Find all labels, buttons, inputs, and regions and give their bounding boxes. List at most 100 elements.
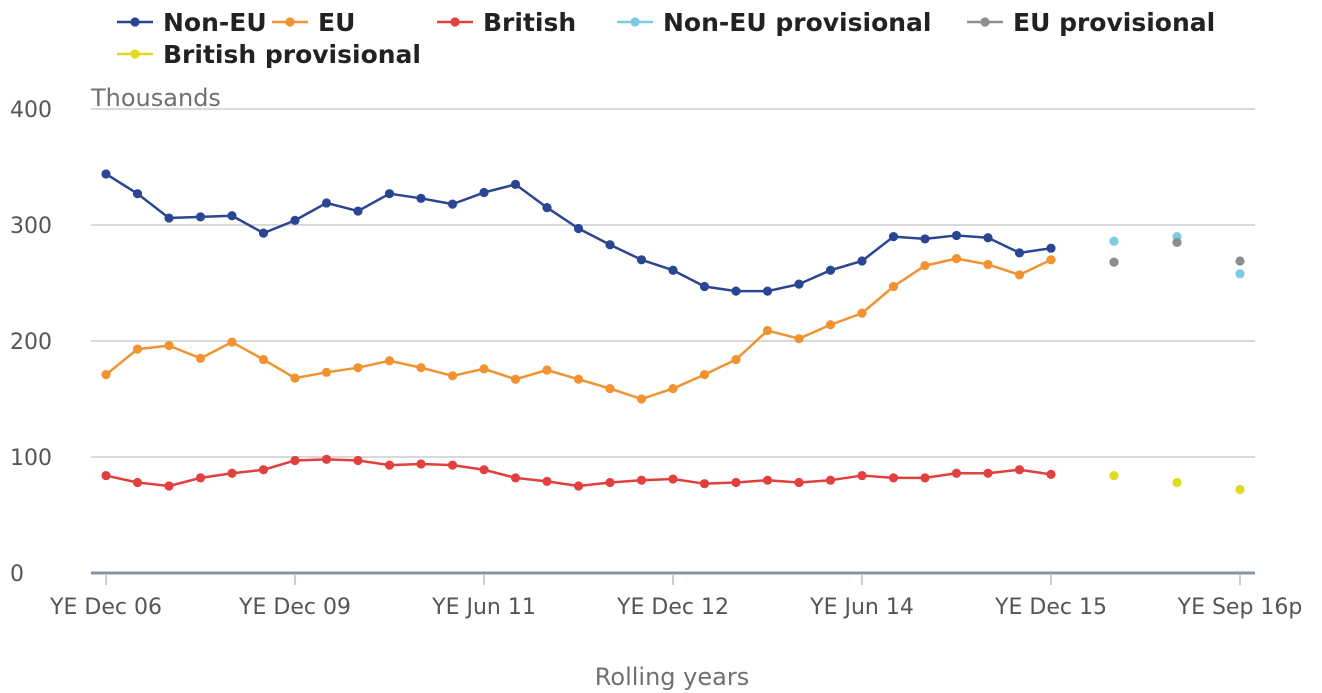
data-point (416, 459, 426, 469)
data-point (573, 374, 584, 384)
data-point (510, 473, 521, 483)
data-point (101, 370, 111, 380)
data-point (762, 475, 773, 485)
legend-item[interactable]: Non-EU (117, 8, 267, 37)
data-point (1109, 257, 1119, 267)
data-point (920, 473, 930, 483)
data-point (605, 477, 615, 488)
y-tick-label: 200 (10, 330, 52, 355)
data-point (542, 203, 552, 213)
legend-label: British (483, 8, 576, 37)
series-non-eu (101, 169, 1056, 296)
legend-label: Non-EU (163, 8, 267, 37)
data-point (1046, 243, 1056, 253)
series-eu (101, 254, 1056, 404)
data-point (321, 454, 332, 464)
data-point (132, 189, 143, 199)
legend-item[interactable]: British (437, 8, 576, 37)
y-tick-label: 0 (10, 562, 24, 587)
data-point (1014, 465, 1025, 475)
data-point (983, 468, 993, 478)
data-point (888, 281, 899, 292)
data-point (668, 265, 678, 275)
data-point (1235, 269, 1245, 279)
data-point (857, 256, 867, 266)
data-point (636, 255, 647, 265)
legend-item[interactable]: British provisional (117, 40, 421, 69)
data-point (951, 254, 962, 264)
data-point (1172, 477, 1182, 488)
data-point (605, 383, 615, 394)
data-point (857, 470, 867, 481)
data-point (825, 475, 836, 485)
data-point (416, 363, 426, 373)
data-point (825, 320, 836, 330)
legend-item[interactable]: EU (272, 8, 355, 37)
legend-marker (630, 17, 640, 27)
x-tick-label: YE Dec 06 (49, 595, 162, 620)
data-point (668, 474, 678, 484)
data-point (731, 477, 741, 488)
data-point (762, 325, 773, 336)
data-point (1014, 248, 1025, 258)
data-point (353, 363, 363, 373)
data-point (983, 233, 993, 243)
data-point (164, 341, 174, 351)
legend-marker (285, 17, 295, 27)
data-point (668, 383, 678, 394)
data-point (227, 468, 237, 478)
data-point (510, 179, 521, 189)
data-point (290, 455, 300, 466)
legend-label: Non-EU provisional (663, 8, 931, 37)
data-point (1235, 256, 1245, 266)
legend-label: EU (318, 8, 355, 37)
legend-item[interactable]: EU provisional (967, 8, 1215, 37)
data-point (1235, 484, 1245, 495)
data-point (195, 212, 206, 222)
data-point (321, 367, 332, 377)
data-point (794, 334, 804, 344)
data-point (731, 286, 741, 296)
data-point (636, 475, 647, 485)
data-point (132, 477, 143, 488)
data-point (510, 374, 521, 384)
data-point (447, 199, 458, 209)
data-point (794, 279, 804, 289)
data-point (195, 353, 206, 363)
x-axis-title: Rolling years (595, 663, 749, 691)
data-point (164, 213, 174, 223)
data-point (384, 189, 395, 199)
data-point (888, 473, 899, 483)
data-point (1046, 469, 1056, 479)
data-point (951, 468, 962, 478)
data-point (353, 455, 363, 466)
gridlines (91, 108, 1255, 458)
data-point (227, 211, 237, 221)
legend-item[interactable]: Non-EU provisional (617, 8, 931, 37)
legend-label: EU provisional (1013, 8, 1215, 37)
data-point (479, 187, 489, 198)
data-point (573, 481, 584, 491)
data-point (384, 356, 395, 366)
x-tick-label: YE Jun 14 (809, 595, 914, 620)
data-point (258, 228, 269, 238)
data-point (951, 230, 962, 241)
data-point (1014, 270, 1025, 280)
data-point (857, 308, 867, 318)
data-point (794, 477, 804, 488)
data-point (384, 460, 395, 470)
data-point (479, 465, 489, 475)
data-point (605, 240, 615, 250)
legend-label: British provisional (163, 40, 421, 69)
data-point (447, 460, 458, 470)
data-point (195, 473, 206, 483)
data-point (258, 354, 269, 365)
series-layer (101, 169, 1245, 495)
data-point (132, 344, 143, 354)
legend-marker (130, 17, 140, 27)
data-point (699, 479, 710, 489)
x-tick-label: YE Sep 16p (1177, 595, 1303, 620)
data-point (1172, 237, 1182, 247)
data-point (636, 394, 647, 404)
x-tick-label: YE Dec 09 (238, 595, 351, 620)
